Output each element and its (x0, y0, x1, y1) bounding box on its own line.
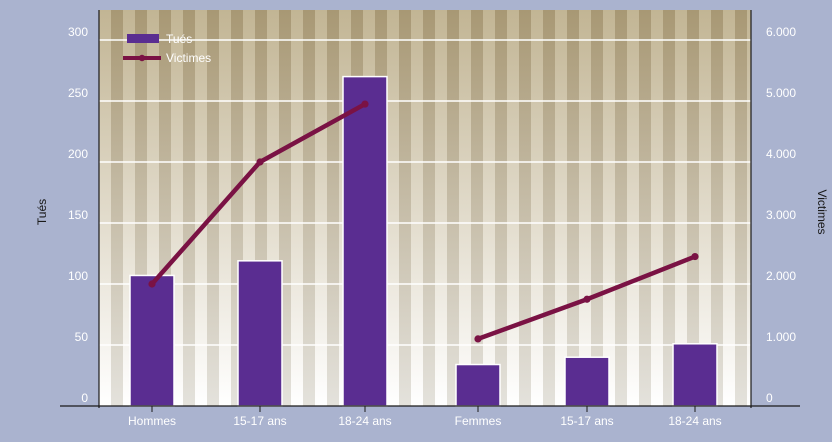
plot-stripe (111, 10, 123, 406)
plot-stripe (291, 10, 303, 406)
plot-stripe (435, 10, 447, 406)
plot-stripe (519, 10, 531, 406)
bar (565, 357, 609, 406)
x-tick-label: Femmes (455, 414, 502, 428)
plot-stripe (399, 10, 411, 406)
plot-stripe (411, 10, 423, 406)
y-tick-label: 150 (68, 208, 88, 222)
plot-stripe (447, 10, 459, 406)
y2-tick-label: 4.000 (766, 147, 796, 161)
x-tick-label: 15-17 ans (233, 414, 286, 428)
bar (130, 275, 174, 406)
legend-label-line: Victimes (166, 51, 211, 65)
plot-stripe (591, 10, 603, 406)
plot-stripe (423, 10, 435, 406)
y2-tick-label: 5.000 (766, 86, 796, 100)
x-tick-label: 18-24 ans (338, 414, 391, 428)
plot-stripe (495, 10, 507, 406)
y-tick-label: 200 (68, 147, 88, 161)
plot-stripe (327, 10, 339, 406)
legend-swatch-bar (127, 34, 159, 43)
legend-label-bar: Tués (166, 32, 192, 46)
plot-stripe (543, 10, 555, 406)
y-axis-title: Tués (35, 199, 49, 225)
y-tick-label: 100 (68, 269, 88, 283)
plot-stripe (387, 10, 399, 406)
plot-stripe (471, 10, 483, 406)
line-marker (583, 296, 590, 303)
y2-axis-title: Victimes (815, 189, 829, 234)
bar (343, 77, 387, 406)
y2-tick-label: 6.000 (766, 25, 796, 39)
y-tick-label: 50 (75, 330, 89, 344)
y-tick-label: 250 (68, 86, 88, 100)
plot-stripe (315, 10, 327, 406)
plot-stripe (99, 10, 111, 406)
plot-stripe (723, 10, 735, 406)
y-tick-label: 300 (68, 25, 88, 39)
plot-stripe (615, 10, 627, 406)
bar (456, 365, 500, 406)
plot-stripe (303, 10, 315, 406)
y2-tick-label: 0 (766, 391, 773, 405)
plot-stripe (579, 10, 591, 406)
y-tick-label: 0 (81, 391, 88, 405)
plot-stripe (651, 10, 663, 406)
plot-stripe (507, 10, 519, 406)
bar (673, 344, 717, 406)
plot-stripe (603, 10, 615, 406)
line-marker (474, 335, 481, 342)
y2-tick-label: 2.000 (766, 269, 796, 283)
line-marker (148, 280, 155, 287)
plot-stripe (555, 10, 567, 406)
plot-stripe (531, 10, 543, 406)
plot-stripe (183, 10, 195, 406)
legend-swatch-marker (139, 55, 145, 61)
plot-stripes (99, 10, 759, 406)
plot-stripe (735, 10, 747, 406)
plot-stripe (639, 10, 651, 406)
x-tick-label: Hommes (128, 414, 176, 428)
y2-tick-label: 1.000 (766, 330, 796, 344)
plot-stripe (459, 10, 471, 406)
line-marker (691, 253, 698, 260)
bar (238, 261, 282, 406)
line-marker (256, 158, 263, 165)
y2-tick-label: 3.000 (766, 208, 796, 222)
x-tick-label: 18-24 ans (668, 414, 721, 428)
plot-stripe (627, 10, 639, 406)
plot-stripe (195, 10, 207, 406)
plot-stripe (483, 10, 495, 406)
line-marker (361, 100, 368, 107)
x-tick-label: 15-17 ans (560, 414, 613, 428)
plot-stripe (567, 10, 579, 406)
